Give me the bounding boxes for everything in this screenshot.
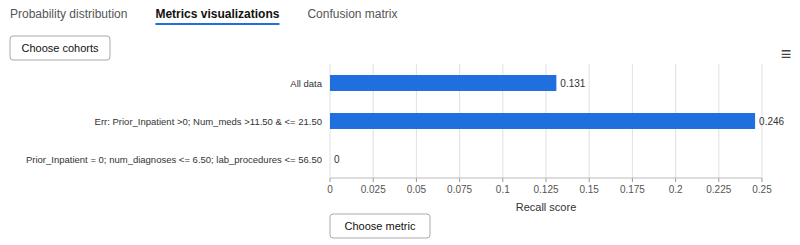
button[interactable]: Choose metric (330, 214, 430, 238)
menu-icon[interactable]: ≡ (781, 44, 792, 64)
tab[interactable]: Metrics visualizations (155, 7, 279, 21)
category-label: All data (290, 78, 322, 89)
tick-mark (589, 178, 590, 182)
tick-mark (459, 178, 460, 182)
button-frame[interactable] (10, 36, 110, 60)
tab-bar: Probability distribution Metrics visualiz… (10, 7, 398, 25)
tick-mark (762, 178, 763, 182)
tick-label: 0.05 (407, 184, 427, 195)
x-axis-title: Recall score (516, 201, 577, 213)
tick-mark (718, 178, 719, 182)
bar (330, 113, 755, 129)
tick-mark (416, 178, 417, 182)
tick-label: 0.075 (447, 184, 472, 195)
tick-mark (373, 178, 374, 182)
data-label: 0 (334, 154, 340, 165)
tick-label: 0.225 (706, 184, 731, 195)
grid (330, 64, 762, 178)
tick-label: 0.1 (496, 184, 510, 195)
active-tab-underline (155, 23, 279, 25)
tick-label: 0 (327, 184, 333, 195)
button-label[interactable]: Choose metric (345, 220, 416, 232)
bar (330, 151, 331, 167)
category-label: Err: Prior_Inpatient >0; Num_meds >11.50… (95, 116, 322, 127)
tick-label: 0.25 (752, 184, 772, 195)
tick-label: 0.125 (533, 184, 558, 195)
bars (330, 75, 755, 129)
canvas: Probability distribution Metrics visualiz… (0, 0, 800, 245)
tab[interactable]: Probability distribution (10, 7, 127, 21)
category-label: Prior_Inpatient = 0; num_diagnoses <= 6.… (26, 154, 322, 165)
x-axis-line (330, 178, 762, 179)
data-label: 0.131 (560, 78, 585, 89)
button-frame[interactable] (330, 214, 430, 238)
tick-label: 0.15 (579, 184, 599, 195)
button[interactable]: Choose cohorts (10, 36, 110, 60)
tick-mark (546, 178, 547, 182)
tick-mark (675, 178, 676, 182)
page: Probability distribution Metrics visualiz… (0, 0, 800, 245)
tick-label: 0.175 (620, 184, 645, 195)
bar (330, 75, 556, 91)
tick-mark (632, 178, 633, 182)
bar-chart: 0 0.025 0.05 0.075 0.1 0.125 0.15 0.175 0.2 0.225… (26, 64, 785, 213)
button-label[interactable]: Choose cohorts (21, 42, 99, 54)
tab[interactable]: Confusion matrix (307, 7, 397, 21)
tick-mark (330, 178, 331, 182)
data-label: 0.246 (759, 116, 784, 127)
tick-label: 0.025 (361, 184, 386, 195)
tick-label: 0.2 (669, 184, 683, 195)
tick-mark (502, 178, 503, 182)
